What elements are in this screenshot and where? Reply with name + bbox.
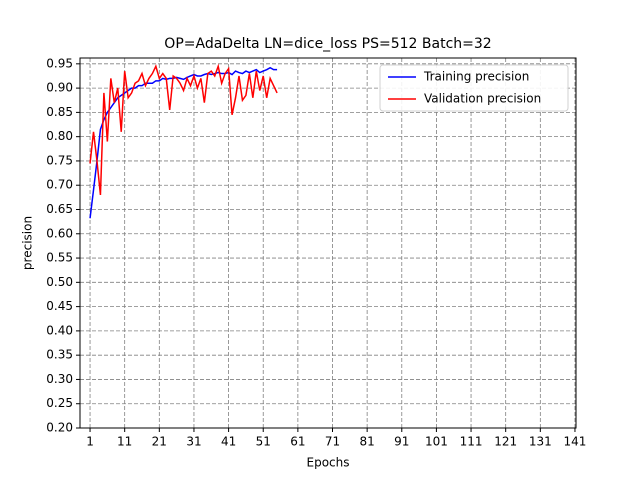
- x-tick-label: 81: [359, 435, 374, 449]
- y-tick-label: 0.55: [46, 251, 73, 265]
- y-tick-label: 0.85: [46, 105, 73, 119]
- y-tick-label: 0.25: [46, 396, 73, 410]
- x-tick-label: 111: [460, 435, 483, 449]
- y-tick-label: 0.65: [46, 202, 73, 216]
- y-tick-label: 0.40: [46, 323, 73, 337]
- y-tick-label: 0.80: [46, 129, 73, 143]
- x-tick-label: 21: [152, 435, 167, 449]
- chart-title: OP=AdaDelta LN=dice_loss PS=512 Batch=32: [164, 36, 491, 52]
- x-tick-label: 61: [290, 435, 305, 449]
- y-tick-label: 0.95: [46, 56, 73, 70]
- y-tick-label: 0.35: [46, 348, 73, 362]
- x-tick-label: 11: [117, 435, 132, 449]
- x-tick-label: 41: [221, 435, 236, 449]
- line-series: [89, 63, 278, 196]
- legend-box: [379, 64, 569, 112]
- x-tick-label: 141: [564, 435, 587, 449]
- x-axis-label: Epochs: [307, 456, 350, 470]
- legend-label: Validation precision: [424, 92, 541, 106]
- x-tick-label: 31: [186, 435, 201, 449]
- y-tick-label: 0.60: [46, 226, 73, 240]
- x-tick-label: 71: [325, 435, 340, 449]
- x-tick-label: 131: [529, 435, 552, 449]
- legend-label: Training precision: [423, 70, 529, 84]
- x-tick-label: 1: [86, 435, 94, 449]
- y-tick-label: 0.90: [46, 81, 73, 95]
- x-tick-label: 91: [394, 435, 409, 449]
- plot-frame: [79, 57, 577, 429]
- y-tick-label: 0.45: [46, 299, 73, 313]
- y-tick-label: 0.70: [46, 178, 73, 192]
- y-tick-label: 0.30: [46, 372, 73, 386]
- line-series: [89, 66, 278, 219]
- y-tick-label: 0.75: [46, 153, 73, 167]
- x-tick-label: 121: [494, 435, 517, 449]
- y-axis-label: precision: [21, 216, 35, 270]
- x-tick-label: 51: [256, 435, 271, 449]
- y-tick-label: 0.20: [46, 421, 73, 435]
- x-tick-label: 101: [425, 435, 448, 449]
- y-tick-label: 0.50: [46, 275, 73, 289]
